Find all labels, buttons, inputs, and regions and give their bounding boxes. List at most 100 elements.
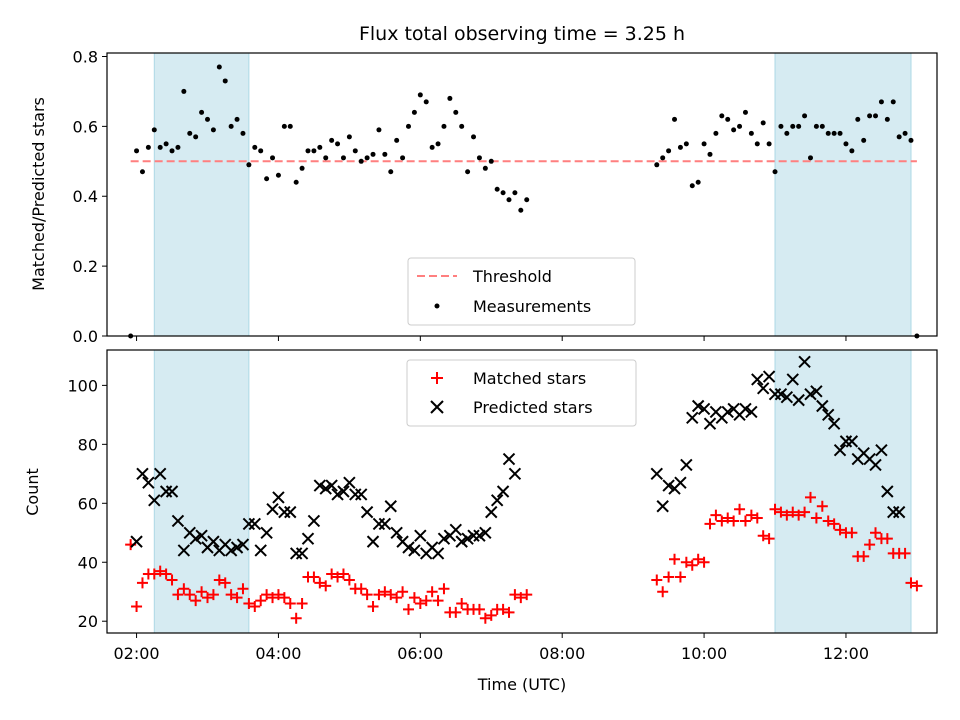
predicted-star-point <box>467 529 480 542</box>
matched-star-point <box>680 556 692 568</box>
predicted-star-point <box>680 458 693 472</box>
predicted-star-point <box>248 517 261 531</box>
measurement-point <box>471 134 477 140</box>
predicted-star-point <box>721 405 734 419</box>
legend-predicted-swatch <box>430 400 444 414</box>
predicted-star-point <box>887 505 900 519</box>
predicted-star-point <box>502 452 516 466</box>
measurement-point <box>660 155 666 161</box>
matched-star-point <box>692 553 704 565</box>
predicted-star-point <box>845 435 859 448</box>
matched-star-point <box>308 571 320 583</box>
measurement-point <box>843 141 849 147</box>
top-y-tick-label: 0.6 <box>73 117 98 136</box>
measurement-point <box>813 123 819 129</box>
measurement-point <box>270 155 276 161</box>
predicted-star-point <box>751 373 764 386</box>
measurement-point <box>494 186 500 192</box>
predicted-star-point <box>414 529 427 542</box>
matched-star-point <box>810 512 822 524</box>
matched-star-point <box>657 586 669 598</box>
matched-star-point <box>769 503 781 515</box>
measurement-point <box>435 141 441 147</box>
matched-star-point <box>751 512 763 524</box>
measurement-point <box>163 141 169 147</box>
measurement-point <box>837 130 843 136</box>
bottom-axis-ticks: 20 40 60 80 100 02:00 04:00 06:00 08:00 10:00 12:0… <box>67 376 869 663</box>
measurement-point <box>725 116 731 122</box>
measurement-point <box>311 148 317 154</box>
measurement-point <box>329 137 335 143</box>
measurement-point <box>742 109 748 115</box>
predicted-star-point <box>674 476 687 489</box>
predicted-star-point <box>165 485 179 498</box>
bottom-legend: Matched stars Predicted stars <box>406 359 637 427</box>
predicted-star-point <box>697 402 711 416</box>
matched-star-point <box>320 580 332 592</box>
measurement-point <box>488 158 494 164</box>
bottom-y-axis-label: Count <box>23 468 42 516</box>
measurement-point <box>772 169 778 175</box>
measurement-point <box>476 155 482 161</box>
measurement-point <box>181 88 187 94</box>
measurement-point <box>335 141 341 147</box>
matched-star-point <box>355 583 367 595</box>
measurement-point <box>825 130 831 136</box>
chart-title: Flux total observing time = 3.25 h <box>359 23 685 45</box>
measurement-point <box>346 134 352 140</box>
predicted-star-point <box>881 485 894 498</box>
measurement-point <box>465 169 471 175</box>
matched-star-point <box>420 595 432 607</box>
predicted-star-point <box>869 458 882 472</box>
measurement-point <box>506 197 512 203</box>
measurement-point <box>352 148 358 154</box>
matched-star-point <box>278 592 290 604</box>
measurement-point <box>807 155 813 161</box>
matched-star-point <box>834 524 846 536</box>
top-y-axis-label: Matched/Predicted stars <box>29 97 48 291</box>
predicted-star-point <box>301 532 315 545</box>
matched-star-point <box>450 606 462 618</box>
predicted-star-point <box>810 385 823 398</box>
matched-star-point <box>178 583 190 595</box>
matched-star-point <box>379 586 391 598</box>
predicted-star-point <box>272 491 285 504</box>
matched-star-point <box>515 592 527 604</box>
measurement-point <box>790 123 796 129</box>
matched-star-point <box>343 574 355 586</box>
matched-star-point <box>172 589 184 601</box>
matched-star-point <box>314 577 326 589</box>
matched-star-point <box>456 598 468 610</box>
measurement-point <box>423 99 429 105</box>
x-tick-label: 08:00 <box>539 644 585 663</box>
predicted-star-point <box>686 411 699 425</box>
predicted-star-point <box>798 355 811 368</box>
measurement-point <box>796 123 802 129</box>
matched-star-point <box>231 592 243 604</box>
matched-star-point <box>479 612 491 624</box>
matched-star-point <box>473 603 485 615</box>
matched-star-point <box>509 589 521 601</box>
bottom-y-tick-label: 80 <box>78 435 98 454</box>
measurement-point <box>855 116 861 122</box>
measurement-point <box>134 148 140 154</box>
matched-star-point <box>219 577 231 589</box>
matched-star-point <box>822 515 834 527</box>
predicted-star-point <box>780 390 794 404</box>
x-tick-label: 10:00 <box>681 644 727 663</box>
measurement-point <box>364 155 370 161</box>
predicted-star-point <box>295 547 309 560</box>
matched-star-point <box>402 603 414 615</box>
matched-star-point <box>201 592 213 604</box>
predicted-star-point <box>313 479 327 492</box>
measurement-point <box>264 176 270 182</box>
top-y-tick-label: 0.8 <box>73 47 98 66</box>
matched-star-point <box>136 577 148 589</box>
matched-star-point <box>846 527 858 539</box>
matched-star-point <box>414 598 426 610</box>
predicted-star-point <box>349 488 362 501</box>
measurement-point <box>281 123 287 129</box>
predicted-star-point <box>431 547 445 560</box>
matched-star-point <box>728 515 740 527</box>
